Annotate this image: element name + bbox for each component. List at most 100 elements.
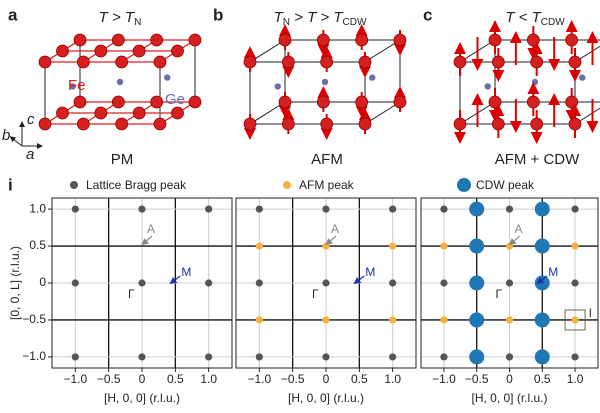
fe-atom bbox=[73, 33, 87, 47]
peak bbox=[469, 312, 485, 328]
fe-atom bbox=[76, 117, 90, 131]
fe-atom bbox=[171, 106, 184, 120]
peak bbox=[505, 316, 514, 324]
y-tick-label: 0.5 bbox=[29, 238, 46, 252]
fe-atom bbox=[568, 117, 582, 131]
title-part: CDW bbox=[343, 17, 367, 28]
peak bbox=[138, 205, 146, 213]
x-tick-label: 1.0 bbox=[200, 372, 217, 386]
peak bbox=[71, 205, 79, 213]
fe-atom bbox=[243, 117, 257, 131]
fe-atom bbox=[355, 33, 369, 47]
annotation-arrow bbox=[536, 275, 548, 285]
fe-atom bbox=[526, 95, 540, 109]
peak bbox=[255, 205, 263, 213]
peak bbox=[505, 205, 514, 213]
panel-title: TN > T > TCDW bbox=[274, 9, 367, 28]
fe-atom bbox=[73, 95, 87, 109]
annotation: A bbox=[147, 222, 155, 236]
panel-caption: PM bbox=[111, 151, 134, 168]
peak bbox=[534, 201, 550, 217]
peak bbox=[138, 353, 146, 361]
panel-title: T < TCDW bbox=[505, 9, 565, 28]
x-tick-label: 0 bbox=[139, 372, 146, 386]
peak bbox=[71, 353, 79, 361]
fe-atom bbox=[526, 33, 540, 47]
x-tick-label: −0.5 bbox=[465, 372, 489, 386]
legend-label: Lattice Bragg peak bbox=[86, 178, 187, 192]
peak bbox=[205, 279, 213, 287]
peak bbox=[440, 242, 448, 250]
fe-atom bbox=[316, 95, 330, 109]
fe-atom bbox=[453, 117, 467, 131]
fe-atom bbox=[568, 55, 582, 69]
y-tick-label: −0.5 bbox=[22, 312, 46, 326]
peak bbox=[322, 316, 330, 324]
peak bbox=[255, 316, 263, 324]
annotation: Γ bbox=[128, 287, 135, 301]
x-axis-label: [H, 0, 0] (r.l.u.) bbox=[288, 391, 364, 405]
annotation: Γ bbox=[496, 287, 503, 301]
annotation: Γ bbox=[312, 287, 319, 301]
axis-name: c bbox=[27, 111, 35, 128]
peak bbox=[571, 242, 579, 250]
peak bbox=[71, 279, 79, 287]
fe-atom bbox=[393, 95, 407, 109]
fe-atom bbox=[278, 95, 292, 109]
x-tick-label: 0 bbox=[506, 372, 513, 386]
fe-atom bbox=[355, 95, 369, 109]
x-tick-label: −1.0 bbox=[247, 372, 271, 386]
fe-atom bbox=[453, 55, 467, 69]
x-tick-label: 0 bbox=[323, 372, 330, 386]
peak bbox=[389, 353, 397, 361]
fe-atom bbox=[153, 55, 167, 69]
peak bbox=[205, 205, 213, 213]
title-part: N bbox=[134, 17, 141, 28]
fe-atom bbox=[488, 95, 502, 109]
fe-atom bbox=[56, 44, 69, 58]
crystal bbox=[38, 33, 202, 131]
fe-atom bbox=[530, 55, 544, 69]
fe-atom bbox=[281, 55, 295, 69]
x-tick-label: 0.5 bbox=[351, 372, 368, 386]
axis-name: b bbox=[2, 127, 10, 144]
peak bbox=[571, 205, 579, 213]
peak bbox=[505, 279, 514, 287]
peak bbox=[205, 353, 213, 361]
peak bbox=[322, 205, 330, 213]
peak bbox=[571, 279, 579, 287]
peak bbox=[571, 353, 579, 361]
axis-arrow bbox=[9, 136, 23, 147]
annotation: M bbox=[548, 265, 558, 279]
x-tick-label: 0.5 bbox=[534, 372, 551, 386]
title-part: CDW bbox=[541, 17, 565, 28]
fe-atom bbox=[188, 33, 202, 47]
crystal bbox=[453, 20, 600, 144]
peak bbox=[389, 316, 397, 324]
fe-atom bbox=[56, 106, 69, 120]
peak bbox=[571, 316, 579, 324]
peak bbox=[440, 353, 448, 361]
ge-atom bbox=[369, 74, 376, 81]
fe-atom bbox=[320, 117, 334, 131]
peak bbox=[255, 279, 263, 287]
peak bbox=[505, 353, 514, 361]
y-tick-label: −1.0 bbox=[22, 349, 46, 363]
ge-atom bbox=[116, 78, 124, 86]
annotation: M bbox=[365, 265, 375, 279]
fe-atom bbox=[491, 117, 505, 131]
x-tick-label: 1.0 bbox=[384, 372, 401, 386]
fe-atom bbox=[281, 117, 295, 131]
fe-atom bbox=[188, 95, 202, 109]
fe-atom bbox=[278, 33, 292, 47]
fe-atom bbox=[358, 117, 372, 131]
y-axis-label: [0, 0, L] (r.l.u.) bbox=[8, 246, 22, 320]
peak bbox=[322, 279, 330, 287]
fe-atom bbox=[111, 33, 125, 47]
fe-atom bbox=[243, 55, 257, 69]
ge-atom bbox=[321, 78, 329, 86]
ge-atom bbox=[164, 74, 171, 81]
fe-atom bbox=[565, 95, 579, 109]
annotation: l bbox=[589, 306, 592, 320]
peak bbox=[440, 316, 448, 324]
